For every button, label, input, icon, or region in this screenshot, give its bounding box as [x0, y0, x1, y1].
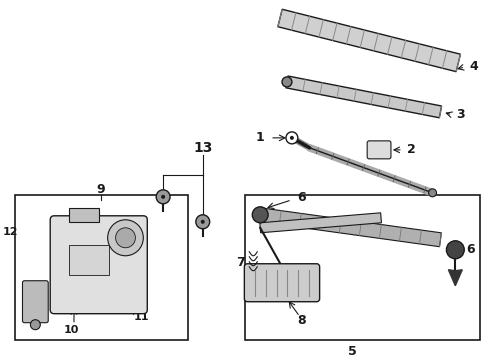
Text: 10: 10	[63, 325, 79, 335]
Bar	[69, 208, 99, 222]
Polygon shape	[448, 270, 462, 286]
Circle shape	[161, 195, 165, 199]
Text: 6: 6	[297, 191, 305, 204]
Circle shape	[290, 136, 294, 140]
Text: 1: 1	[255, 131, 264, 144]
Circle shape	[196, 215, 210, 229]
FancyBboxPatch shape	[245, 264, 319, 302]
Circle shape	[252, 207, 268, 223]
Circle shape	[429, 189, 437, 197]
FancyBboxPatch shape	[367, 141, 391, 159]
Text: 11: 11	[134, 312, 149, 322]
Circle shape	[282, 77, 292, 87]
Circle shape	[30, 320, 40, 330]
Polygon shape	[286, 76, 441, 118]
Circle shape	[446, 241, 464, 259]
Circle shape	[156, 190, 170, 204]
Text: 12: 12	[3, 227, 19, 237]
Text: 5: 5	[348, 345, 357, 358]
Circle shape	[201, 220, 205, 224]
Text: 9: 9	[97, 183, 105, 196]
Polygon shape	[260, 213, 381, 233]
Polygon shape	[278, 9, 461, 72]
Circle shape	[286, 132, 298, 144]
Bar	[245, 195, 480, 340]
Text: 4: 4	[469, 60, 478, 73]
Text: 6: 6	[466, 243, 475, 256]
Circle shape	[108, 220, 143, 256]
FancyBboxPatch shape	[50, 216, 147, 314]
Polygon shape	[259, 208, 441, 247]
Text: 13: 13	[193, 141, 213, 155]
Text: 2: 2	[407, 143, 416, 156]
Circle shape	[116, 228, 135, 248]
Text: 3: 3	[456, 108, 465, 121]
Bar	[15, 195, 188, 340]
Bar	[69, 245, 109, 275]
Text: 8: 8	[297, 314, 306, 327]
Text: 7: 7	[237, 256, 245, 269]
FancyBboxPatch shape	[23, 281, 48, 323]
